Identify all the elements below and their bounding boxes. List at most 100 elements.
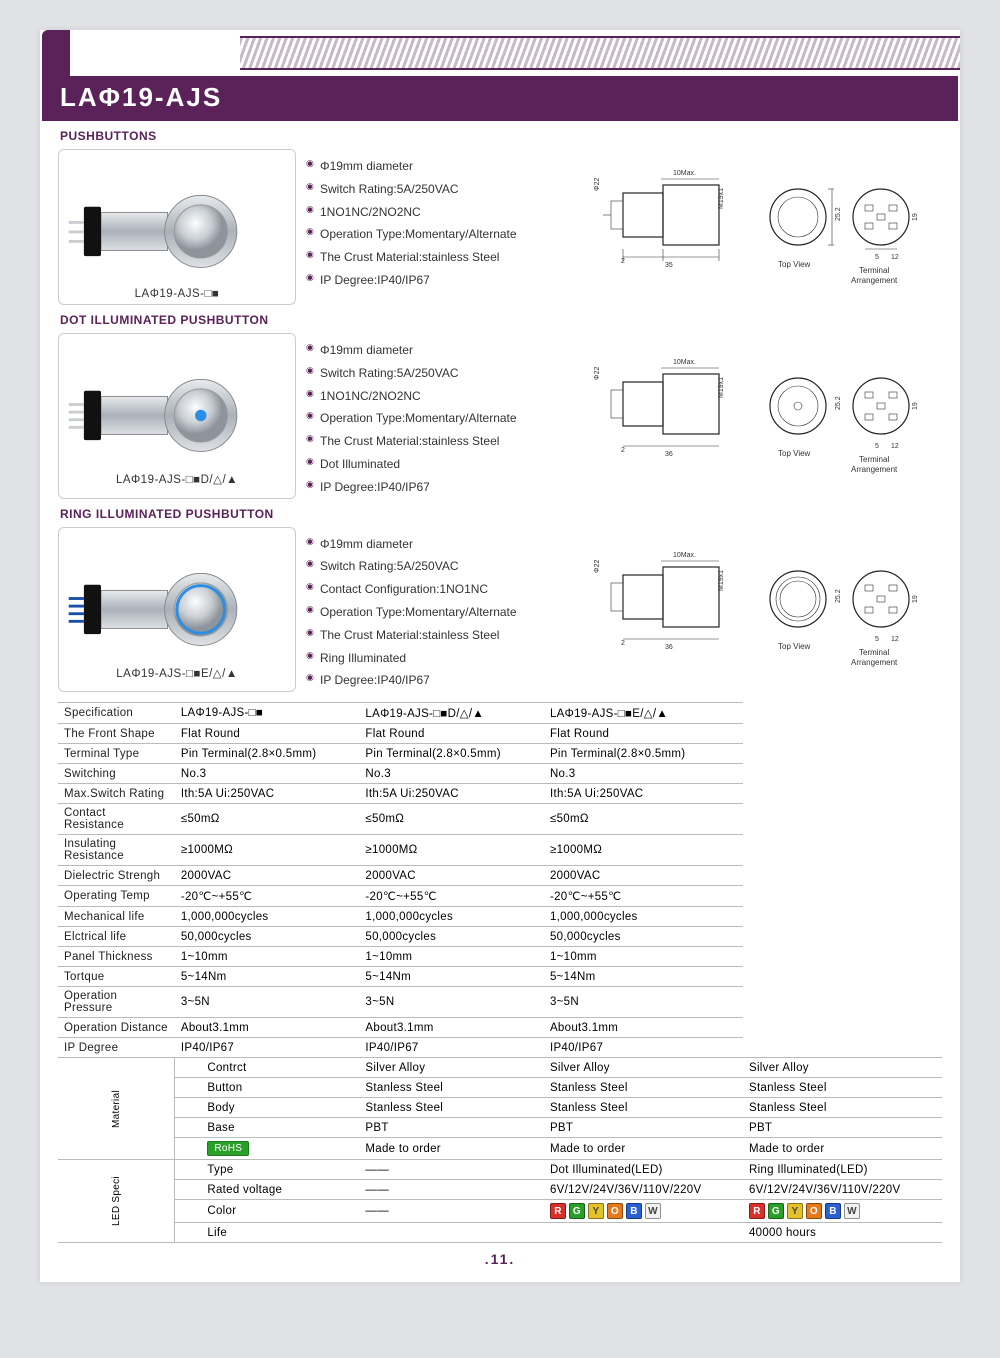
spec-item: Φ19mm diameter [306,339,572,362]
spec-item: 1NO1NC/2NO2NC [306,385,572,408]
spec-item: Φ19mm diameter [306,533,572,556]
svg-text:Top View: Top View [778,260,811,269]
table-row: Life40000 hours [58,1223,942,1243]
spec-item: The Crust Material:stainless Steel [306,430,572,453]
svg-text:5: 5 [875,254,879,261]
svg-text:M19x1: M19x1 [718,570,725,591]
table-row: The Front ShapeFlat RoundFlat RoundFlat … [58,724,942,744]
table-row: Contact Resistance≤50mΩ≤50mΩ≤50mΩ [58,804,942,835]
svg-text:12: 12 [891,254,899,261]
svg-text:19: 19 [912,595,919,603]
color-swatch: B [626,1203,642,1219]
title-band: LAΦ19-AJS [42,76,958,121]
table-row: SwitchingNo.3No.3No.3 [58,764,942,784]
svg-text:Φ22: Φ22 [594,366,601,379]
svg-text:12: 12 [891,443,899,450]
color-swatch: R [550,1203,566,1219]
color-swatch: B [825,1203,841,1219]
svg-text:19: 19 [912,213,919,221]
spec-table: SpecificationLAΦ19-AJS-□■LAΦ19-AJS-□■D/△… [58,702,942,1243]
spec-item: Switch Rating:5A/250VAC [306,178,572,201]
table-row: BasePBTPBTPBT [58,1118,942,1138]
pushbutton-illustration [63,156,291,286]
table-row: Color——RGYOBWRGYOBW [58,1200,942,1223]
section1-label: PUSHBUTTONS [60,129,942,143]
table-row: Operation Pressure3~5N3~5N3~5N [58,987,942,1018]
spec-item: IP Degree:IP40/IP67 [306,269,572,292]
color-swatch: G [768,1203,784,1219]
color-swatch: W [645,1203,661,1219]
table-row: Panel Thickness1~10mm1~10mm1~10mm [58,947,942,967]
spec-item: 1NO1NC/2NO2NC [306,201,572,224]
color-swatch: W [844,1203,860,1219]
svg-text:36: 36 [665,451,673,458]
header-tab [42,30,70,76]
svg-text:Arrangement: Arrangement [851,465,898,474]
spec-item: Operation Type:Momentary/Alternate [306,223,572,246]
table-row: BodyStanless SteelStanless SteelStanless… [58,1098,942,1118]
section1-diagram: 10Max. Φ22 M19x1 2 35 [584,149,942,305]
color-swatch: G [569,1203,585,1219]
table-row: Rated voltage——6V/12V/24V/36V/110V/220V6… [58,1180,942,1200]
section2-photo: LAΦ19-AJS-□■D/△/▲ [58,333,296,499]
table-row: Insulating Resistance≥1000MΩ≥1000MΩ≥1000… [58,835,942,866]
svg-text:25.2: 25.2 [835,396,842,410]
rohs-badge: RoHS [207,1141,249,1156]
svg-text:Arrangement: Arrangement [851,276,898,285]
section3-row: LAΦ19-AJS-□■E/△/▲ Φ19mm diameter Switch … [58,527,942,693]
svg-text:M19x1: M19x1 [718,377,725,398]
section1-row: LAΦ19-AJS-□■ Φ19mm diameter Switch Ratin… [58,149,942,305]
section3-label: RING ILLUMINATED PUSHBUTTON [60,507,942,521]
material-header: Material [58,1058,175,1160]
svg-text:25.2: 25.2 [835,207,842,221]
table-row: Elctrical life50,000cycles50,000cycles50… [58,927,942,947]
spec-item: Ring Illuminated [306,647,572,670]
svg-text:10Max.: 10Max. [673,552,696,559]
section2-diagram: 10Max. Φ22 M19x1 2 36 Top V [584,333,942,499]
header-stripe [240,36,960,70]
svg-text:2: 2 [621,447,625,454]
table-row: SpecificationLAΦ19-AJS-□■LAΦ19-AJS-□■D/△… [58,703,942,724]
header-band [40,30,960,76]
svg-text:Top View: Top View [778,449,811,458]
table-row: MaterialContrctSilver AlloySilver AlloyS… [58,1058,942,1078]
svg-text:2: 2 [621,640,625,647]
svg-text:35: 35 [665,262,673,269]
color-swatch: O [806,1203,822,1219]
datasheet-page: LAΦ19-AJS PUSHBUTTONS [40,30,960,1282]
spec-item: Switch Rating:5A/250VAC [306,555,572,578]
spec-item: Dot Illuminated [306,453,572,476]
spec-item: Switch Rating:5A/250VAC [306,362,572,385]
section2-row: LAΦ19-AJS-□■D/△/▲ Φ19mm diameter Switch … [58,333,942,499]
spec-item: The Crust Material:stainless Steel [306,624,572,647]
color-swatch: O [607,1203,623,1219]
spec-item: The Crust Material:stainless Steel [306,246,572,269]
svg-text:10Max.: 10Max. [673,170,696,177]
section2-label: DOT ILLUMINATED PUSHBUTTON [60,313,942,327]
section2-specs: Φ19mm diameter Switch Rating:5A/250VAC 1… [306,333,574,499]
svg-text:5: 5 [875,636,879,643]
svg-text:25.2: 25.2 [835,590,842,604]
color-swatch: Y [588,1203,604,1219]
table-row: LED SpeciType——Dot Illuminated(LED)Ring … [58,1160,942,1180]
svg-text:19: 19 [912,402,919,410]
spec-item: Operation Type:Momentary/Alternate [306,407,572,430]
table-row: Max.Switch RatingIth:5A Ui:250VACIth:5A … [58,784,942,804]
section3-photo: LAΦ19-AJS-□■E/△/▲ [58,527,296,693]
table-row: RoHSMade to orderMade to orderMade to or… [58,1138,942,1160]
svg-text:M19x1: M19x1 [718,188,725,209]
color-swatch: R [749,1203,765,1219]
table-row: IP DegreeIP40/IP67IP40/IP67IP40/IP67 [58,1038,942,1058]
section3-diagram: 10Max. Φ22 M19x1 2 36 Top View [584,527,942,693]
page-number: .11. [40,1251,960,1267]
svg-text:Terminal: Terminal [859,266,889,275]
table-row: Terminal TypePin Terminal(2.8×0.5mm)Pin … [58,744,942,764]
table-row: Operation DistanceAbout3.1mmAbout3.1mmAb… [58,1018,942,1038]
svg-text:36: 36 [665,644,673,651]
svg-text:10Max.: 10Max. [673,359,696,366]
section1-specs: Φ19mm diameter Switch Rating:5A/250VAC 1… [306,149,574,305]
spec-item: IP Degree:IP40/IP67 [306,476,572,499]
svg-text:Arrangement: Arrangement [851,658,898,667]
svg-text:Top View: Top View [778,642,811,651]
spec-item: IP Degree:IP40/IP67 [306,669,572,692]
